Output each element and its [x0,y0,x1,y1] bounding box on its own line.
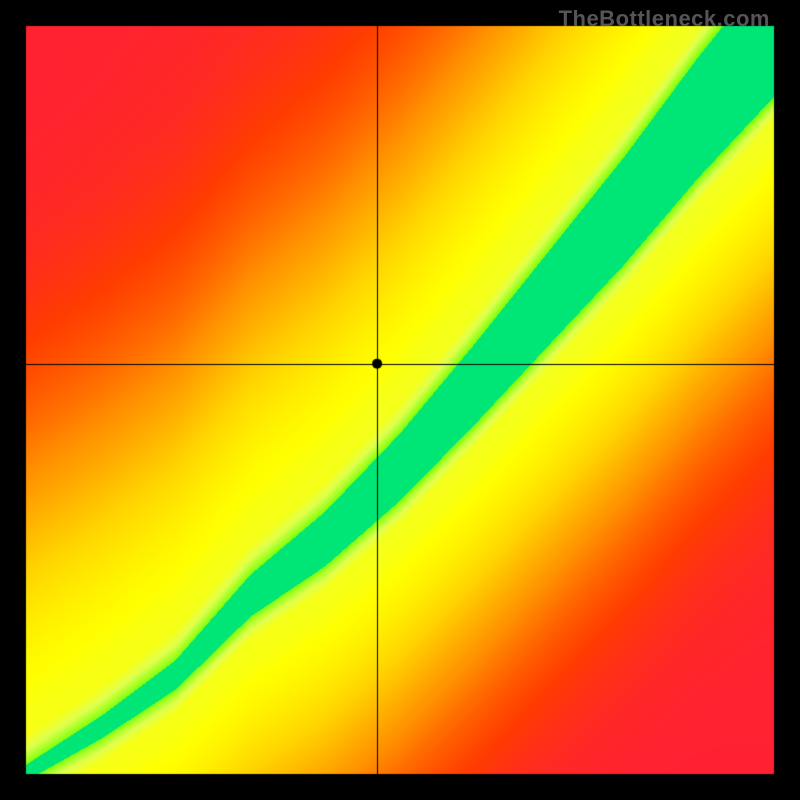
chart-container: { "branding": { "watermark": "TheBottlen… [0,0,800,800]
bottleneck-heatmap [0,0,800,800]
watermark-text: TheBottleneck.com [559,6,770,32]
